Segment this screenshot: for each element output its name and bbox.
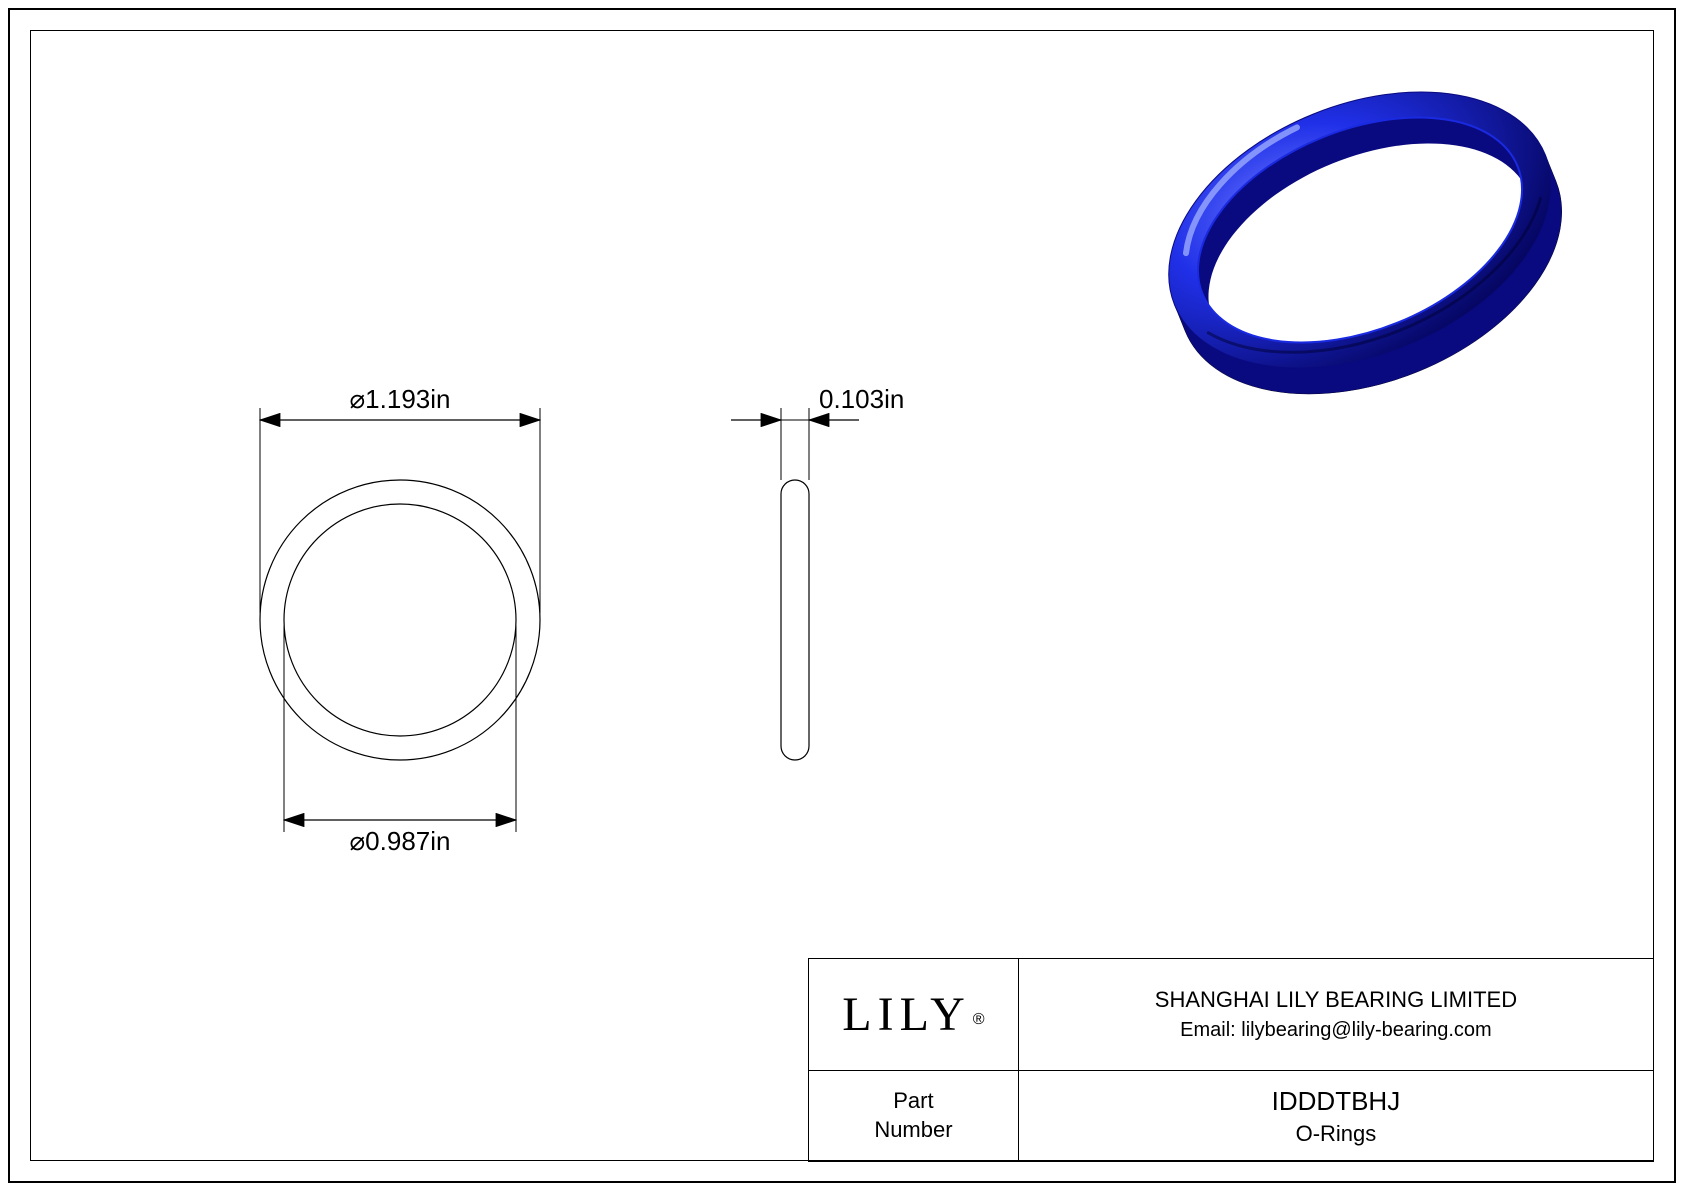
logo-cell: LILY® bbox=[809, 959, 1019, 1071]
company-email: Email: lilybearing@lily-bearing.com bbox=[1019, 1019, 1653, 1042]
logo-text: LILY bbox=[842, 988, 970, 1041]
dim-inner-label: ⌀0.987in bbox=[350, 826, 451, 856]
part-label-line2: Number bbox=[809, 1116, 1018, 1145]
part-value-cell: IDDDTBHJ O-Rings bbox=[1018, 1071, 1653, 1162]
part-label-line1: Part bbox=[809, 1087, 1018, 1116]
part-label-cell: Part Number bbox=[809, 1071, 1019, 1162]
front-view: ⌀1.193in ⌀0.987in bbox=[260, 384, 540, 856]
company-name: SHANGHAI LILY BEARING LIMITED bbox=[1019, 987, 1653, 1013]
part-number: IDDDTBHJ bbox=[1019, 1086, 1653, 1117]
logo-registered: ® bbox=[973, 1011, 985, 1028]
title-block: LILY® SHANGHAI LILY BEARING LIMITED Emai… bbox=[808, 958, 1654, 1162]
company-cell: SHANGHAI LILY BEARING LIMITED Email: lil… bbox=[1018, 959, 1653, 1071]
iso-view bbox=[1128, 39, 1603, 447]
dim-width-label: 0.103in bbox=[819, 384, 904, 414]
dim-outer-label: ⌀1.193in bbox=[350, 384, 451, 414]
part-description: O-Rings bbox=[1019, 1121, 1653, 1147]
page: ⌀1.193in ⌀0.987in 0.103in LILY® SHANGHAI … bbox=[0, 0, 1684, 1191]
side-view: 0.103in bbox=[731, 384, 904, 760]
